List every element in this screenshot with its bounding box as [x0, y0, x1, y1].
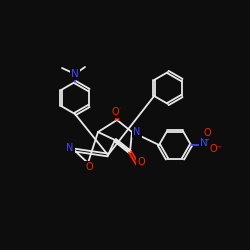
Text: N: N — [66, 143, 74, 153]
Text: O: O — [111, 107, 119, 117]
Text: O: O — [137, 157, 145, 167]
Text: N: N — [133, 127, 141, 137]
Text: O: O — [85, 162, 93, 172]
Text: N: N — [71, 69, 79, 79]
Text: O: O — [203, 128, 211, 138]
Text: +: + — [203, 137, 209, 143]
Text: N: N — [200, 138, 208, 148]
Text: O⁻: O⁻ — [210, 144, 222, 154]
